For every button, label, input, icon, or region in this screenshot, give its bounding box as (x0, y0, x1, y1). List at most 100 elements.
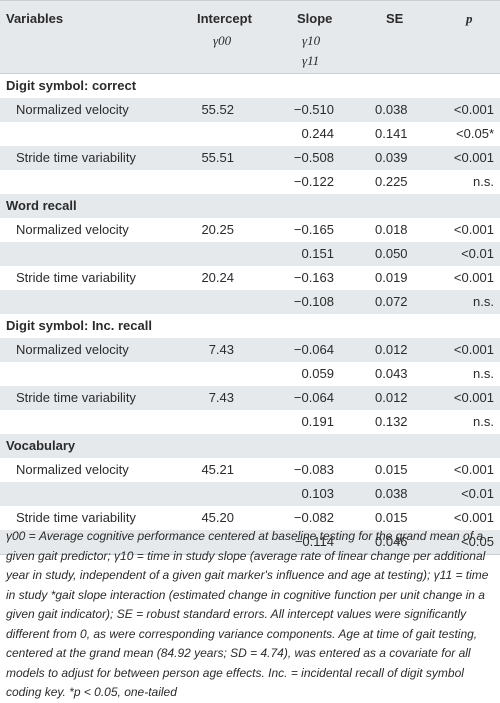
table-row: −0.108 0.072 n.s. (0, 290, 500, 314)
row-label: Stride time variability (16, 150, 136, 165)
intercept-value: 55.52 (201, 102, 234, 117)
group-header-row: Vocabulary (0, 434, 500, 458)
table-row: 0.191 0.132 n.s. (0, 410, 500, 434)
col-intercept: Intercept (197, 11, 252, 26)
col-slope: Slope (297, 11, 333, 26)
se-value: 0.019 (375, 270, 408, 285)
intercept-value: 7.43 (208, 390, 234, 405)
slope-value: −0.064 (293, 342, 334, 357)
table-row: Stride time variability 20.24 −0.163 0.019 <… (0, 266, 500, 290)
row-label: Normalized velocity (16, 342, 129, 357)
table-row: 0.059 0.043 n.s. (0, 362, 500, 386)
table-row: 0.103 0.038 <0.01 (0, 482, 500, 506)
intercept-value: 20.25 (201, 222, 234, 237)
table-row: Stride time variability 55.51 −0.508 0.039 <… (0, 146, 500, 170)
p-value: <0.001 (453, 342, 494, 357)
intercept-value: 45.20 (201, 510, 234, 525)
se-value: 0.012 (375, 342, 408, 357)
slope-value: −0.108 (293, 294, 334, 309)
group-title: Digit symbol: Inc. recall (6, 318, 152, 333)
slope-value: 0.191 (301, 414, 334, 429)
group-header-row: Digit symbol: correct (0, 74, 500, 98)
slope-value: −0.165 (293, 222, 334, 237)
table-row: Normalized velocity 20.25 −0.165 0.018 <0.00… (0, 218, 500, 242)
slope-value: 0.244 (301, 126, 334, 141)
table-footnote: γ00 = Average cognitive performance cent… (6, 529, 489, 699)
se-value: 0.046 (375, 534, 408, 549)
group-title: Word recall (6, 198, 77, 213)
p-value: <0.01 (461, 246, 494, 261)
slope-value: 0.103 (301, 486, 334, 501)
slope-value: −0.508 (293, 150, 334, 165)
p-value: n.s. (473, 294, 494, 309)
row-label: Stride time variability (16, 390, 136, 405)
p-value: <0.001 (453, 270, 494, 285)
slope-value: −0.083 (293, 462, 334, 477)
table-row: Normalized velocity 7.43 −0.064 0.012 <0.001 (0, 338, 500, 362)
slope-value: −0.114 (294, 534, 334, 549)
se-value: 0.038 (375, 486, 408, 501)
table-row: −0.114 0.046 <0.05 (0, 530, 500, 554)
table-row: −0.122 0.225 n.s. (0, 170, 500, 194)
table-row: 0.244 0.141 <0.05* (0, 122, 500, 146)
p-value: n.s. (473, 414, 494, 429)
se-value: 0.038 (375, 102, 408, 117)
slope-value: 0.151 (301, 246, 334, 261)
table-row: 0.151 0.050 <0.01 (0, 242, 500, 266)
table-row: Normalized velocity 45.21 −0.083 0.015 <0.00… (0, 458, 500, 482)
se-value: 0.015 (375, 462, 408, 477)
group-header-row: Word recall (0, 194, 500, 218)
col-variables: Variables (6, 11, 64, 26)
p-value: <0.05 (461, 534, 494, 549)
se-value: 0.072 (375, 294, 408, 309)
p-value: n.s. (473, 174, 494, 189)
p-value: <0.001 (453, 102, 494, 117)
se-value: 0.012 (375, 390, 408, 405)
col-se: SE (386, 11, 404, 26)
intercept-value: 55.51 (201, 150, 234, 165)
p-value: <0.001 (453, 462, 494, 477)
row-label: Stride time variability (16, 270, 136, 285)
row-label: Normalized velocity (16, 102, 129, 117)
slope-value: −0.163 (293, 270, 334, 285)
col-slope-symbol-1: γ10 (302, 33, 321, 48)
p-value: <0.001 (453, 222, 494, 237)
group-title: Vocabulary (6, 438, 76, 453)
se-value: 0.018 (375, 222, 408, 237)
group-header-row: Digit symbol: Inc. recall (0, 314, 500, 338)
col-p: p (466, 11, 473, 26)
se-value: 0.225 (375, 174, 408, 189)
slope-value: −0.122 (293, 174, 334, 189)
col-slope-symbol-2: γ11 (302, 53, 320, 68)
slope-value: −0.510 (293, 102, 334, 117)
slope-value: −0.064 (293, 390, 334, 405)
table-row: Stride time variability 45.20 −0.082 0.015 <… (0, 506, 500, 530)
p-value: n.s. (473, 366, 494, 381)
p-value: <0.05* (456, 126, 494, 141)
table-header: Variables Intercept γ00 Slope γ10 γ11 SE… (0, 0, 500, 74)
p-value: <0.01 (461, 486, 494, 501)
p-value: <0.001 (453, 390, 494, 405)
p-value: <0.001 (453, 150, 494, 165)
se-value: 0.039 (375, 150, 408, 165)
p-value: <0.001 (453, 510, 494, 525)
intercept-value: 20.24 (201, 270, 234, 285)
table-row: Stride time variability 7.43 −0.064 0.012 <0… (0, 386, 500, 410)
se-value: 0.050 (375, 246, 408, 261)
row-label: Stride time variability (16, 510, 136, 525)
row-label: Normalized velocity (16, 462, 129, 477)
se-value: 0.043 (375, 366, 408, 381)
se-value: 0.015 (375, 510, 408, 525)
table-row: Normalized velocity 55.52 −0.510 0.038 <0.00… (0, 98, 500, 122)
group-title: Digit symbol: correct (6, 78, 137, 93)
table-bottom-rule (0, 554, 500, 555)
se-value: 0.141 (375, 126, 408, 141)
se-value: 0.132 (375, 414, 408, 429)
intercept-value: 7.43 (208, 342, 234, 357)
col-intercept-symbol: γ00 (213, 33, 232, 48)
row-label: Normalized velocity (16, 222, 129, 237)
slope-value: −0.082 (293, 510, 334, 525)
intercept-value: 45.21 (201, 462, 234, 477)
slope-value: 0.059 (301, 366, 334, 381)
